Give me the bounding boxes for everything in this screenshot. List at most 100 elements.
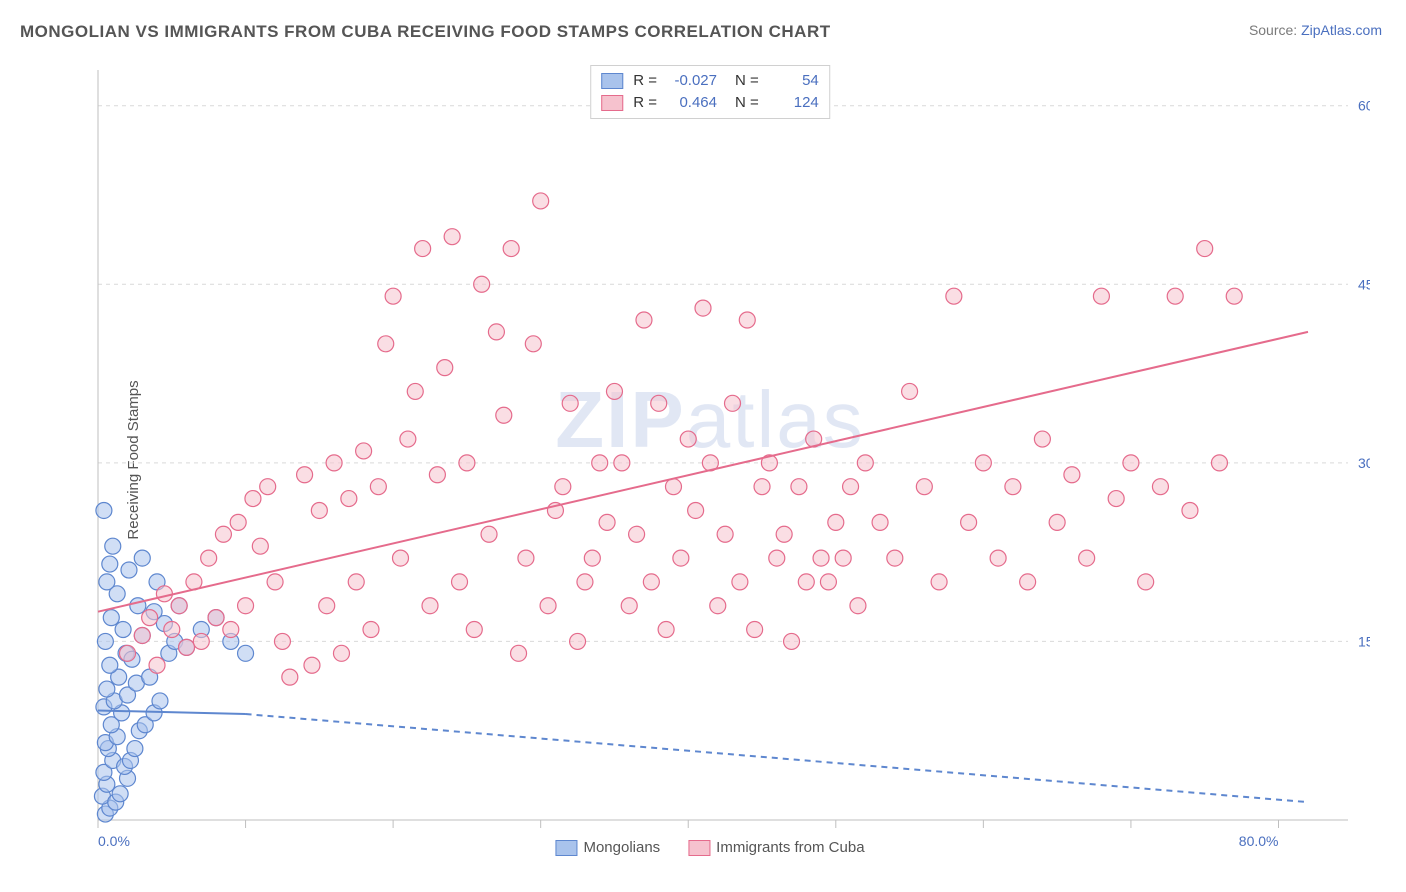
legend-swatch xyxy=(688,840,710,856)
y-tick-label: 15.0% xyxy=(1358,633,1370,649)
data-point xyxy=(466,622,482,638)
data-point xyxy=(400,431,416,447)
data-point xyxy=(710,598,726,614)
r-label: R = xyxy=(633,92,657,114)
data-point xyxy=(1182,502,1198,518)
data-point xyxy=(378,336,394,352)
legend-swatch xyxy=(555,840,577,856)
legend-label: Mongolians xyxy=(583,839,660,856)
data-point xyxy=(902,383,918,399)
data-point xyxy=(103,610,119,626)
data-point xyxy=(274,633,290,649)
data-point xyxy=(599,514,615,530)
data-point xyxy=(739,312,755,328)
data-point xyxy=(1226,288,1242,304)
data-point xyxy=(370,479,386,495)
data-point xyxy=(577,574,593,590)
n-label: N = xyxy=(735,70,759,92)
data-point xyxy=(130,598,146,614)
series-swatch xyxy=(601,73,623,89)
data-point xyxy=(99,681,115,697)
data-point xyxy=(1034,431,1050,447)
data-point xyxy=(511,645,527,661)
data-point xyxy=(201,550,217,566)
data-point xyxy=(238,598,254,614)
data-point xyxy=(673,550,689,566)
data-point xyxy=(115,622,131,638)
data-point xyxy=(304,657,320,673)
scatter-chart: 15.0%30.0%45.0%60.0%0.0%80.0% xyxy=(78,60,1370,860)
data-point xyxy=(208,610,224,626)
correlation-row: R = 0.464 N = 124 xyxy=(601,92,819,114)
data-point xyxy=(651,395,667,411)
data-point xyxy=(747,622,763,638)
data-point xyxy=(1093,288,1109,304)
data-point xyxy=(769,550,785,566)
data-point xyxy=(134,550,150,566)
r-value: 0.464 xyxy=(667,92,717,114)
data-point xyxy=(179,639,195,655)
data-point xyxy=(311,502,327,518)
n-value: 54 xyxy=(769,70,819,92)
y-tick-label: 45.0% xyxy=(1358,276,1370,292)
data-point xyxy=(134,627,150,643)
data-point xyxy=(732,574,748,590)
data-point xyxy=(872,514,888,530)
data-point xyxy=(282,669,298,685)
trend-line-extrapolated xyxy=(246,714,1308,802)
data-point xyxy=(193,633,209,649)
data-point xyxy=(784,633,800,649)
data-point xyxy=(857,455,873,471)
data-point xyxy=(614,455,630,471)
data-point xyxy=(152,693,168,709)
data-point xyxy=(695,300,711,316)
data-point xyxy=(121,562,137,578)
data-point xyxy=(887,550,903,566)
data-point xyxy=(496,407,512,423)
data-point xyxy=(326,455,342,471)
data-point xyxy=(665,479,681,495)
data-point xyxy=(1064,467,1080,483)
data-point xyxy=(813,550,829,566)
data-point xyxy=(127,741,143,757)
data-point xyxy=(96,502,112,518)
correlation-row: R =-0.027N =54 xyxy=(601,70,819,92)
data-point xyxy=(97,633,113,649)
trend-line xyxy=(98,332,1308,612)
data-point xyxy=(348,574,364,590)
data-point xyxy=(570,633,586,649)
data-point xyxy=(105,538,121,554)
source-link[interactable]: ZipAtlas.com xyxy=(1301,22,1382,38)
data-point xyxy=(820,574,836,590)
data-point xyxy=(437,360,453,376)
data-point xyxy=(156,586,172,602)
data-point xyxy=(975,455,991,471)
data-point xyxy=(171,598,187,614)
data-point xyxy=(267,574,283,590)
data-point xyxy=(230,514,246,530)
data-point xyxy=(1123,455,1139,471)
data-point xyxy=(916,479,932,495)
data-point xyxy=(452,574,468,590)
data-point xyxy=(843,479,859,495)
data-point xyxy=(629,526,645,542)
data-point xyxy=(444,229,460,245)
source-attribution: Source: ZipAtlas.com xyxy=(1249,22,1382,38)
data-point xyxy=(149,657,165,673)
y-tick-label: 60.0% xyxy=(1358,98,1370,114)
data-point xyxy=(238,645,254,661)
data-point xyxy=(363,622,379,638)
data-point xyxy=(931,574,947,590)
data-point xyxy=(621,598,637,614)
plot-area: Receiving Food Stamps ZIPatlas 15.0%30.0… xyxy=(50,60,1370,860)
legend-label: Immigrants from Cuba xyxy=(716,839,864,856)
n-value: 124 xyxy=(769,92,819,114)
data-point xyxy=(946,288,962,304)
data-point xyxy=(1197,241,1213,257)
data-point xyxy=(407,383,423,399)
data-point xyxy=(245,491,261,507)
n-label: N = xyxy=(735,92,759,114)
data-point xyxy=(356,443,372,459)
data-point xyxy=(488,324,504,340)
data-point xyxy=(341,491,357,507)
